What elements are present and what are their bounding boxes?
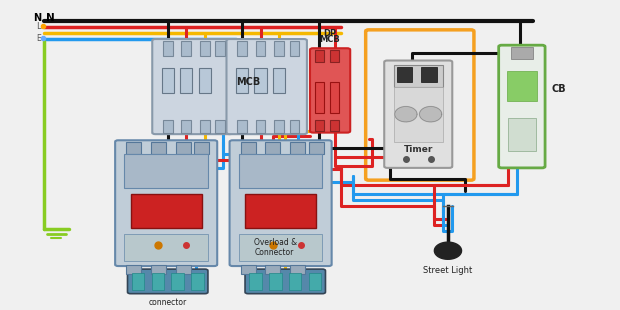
- Bar: [241, 142, 255, 154]
- Bar: [163, 41, 172, 56]
- Bar: [265, 264, 280, 274]
- Bar: [290, 264, 305, 274]
- Text: CB: CB: [551, 84, 566, 94]
- Bar: [289, 273, 301, 290]
- Bar: [249, 273, 262, 290]
- Bar: [397, 67, 412, 82]
- Bar: [132, 273, 144, 290]
- Bar: [273, 68, 285, 93]
- Bar: [394, 86, 443, 142]
- Bar: [151, 142, 166, 154]
- Bar: [274, 41, 284, 56]
- Text: DP: DP: [324, 29, 337, 38]
- FancyBboxPatch shape: [229, 140, 332, 266]
- Bar: [330, 82, 339, 113]
- Bar: [200, 120, 210, 133]
- Text: Street Light: Street Light: [423, 266, 472, 275]
- Bar: [265, 142, 280, 154]
- Text: MCB: MCB: [320, 35, 340, 44]
- Bar: [422, 67, 437, 82]
- Text: Timer: Timer: [404, 145, 433, 154]
- Bar: [274, 120, 284, 133]
- Bar: [255, 120, 265, 133]
- Bar: [309, 142, 324, 154]
- Bar: [315, 50, 324, 62]
- Text: N: N: [46, 13, 55, 23]
- Bar: [200, 41, 210, 56]
- Bar: [290, 41, 299, 56]
- Bar: [131, 194, 202, 228]
- Bar: [237, 120, 247, 133]
- FancyBboxPatch shape: [245, 269, 326, 294]
- Bar: [330, 120, 339, 131]
- Bar: [180, 68, 192, 93]
- Text: MCB: MCB: [236, 77, 260, 87]
- Bar: [309, 273, 321, 290]
- Bar: [181, 120, 191, 133]
- Text: Overload &
Connector: Overload & Connector: [254, 238, 298, 257]
- Bar: [290, 120, 299, 133]
- Bar: [394, 65, 443, 86]
- Bar: [175, 264, 190, 274]
- Bar: [125, 154, 208, 188]
- Polygon shape: [395, 107, 417, 122]
- Bar: [239, 154, 322, 188]
- FancyBboxPatch shape: [115, 140, 217, 266]
- Bar: [239, 234, 322, 261]
- Bar: [172, 273, 184, 290]
- Bar: [151, 264, 166, 274]
- Bar: [215, 120, 225, 133]
- Text: N: N: [33, 13, 41, 23]
- Bar: [181, 41, 191, 56]
- FancyBboxPatch shape: [226, 39, 307, 134]
- Bar: [507, 71, 537, 100]
- FancyBboxPatch shape: [128, 269, 208, 294]
- Bar: [162, 68, 174, 93]
- Bar: [126, 264, 141, 274]
- Bar: [163, 120, 172, 133]
- FancyBboxPatch shape: [310, 48, 350, 133]
- Bar: [198, 68, 211, 93]
- Text: E: E: [36, 33, 41, 42]
- Polygon shape: [420, 107, 442, 122]
- Bar: [236, 68, 248, 93]
- FancyBboxPatch shape: [384, 60, 452, 168]
- Bar: [191, 273, 203, 290]
- Polygon shape: [435, 242, 461, 259]
- Bar: [125, 234, 208, 261]
- Bar: [126, 142, 141, 154]
- Text: L: L: [37, 22, 41, 31]
- Bar: [245, 194, 316, 228]
- Bar: [511, 47, 533, 59]
- FancyBboxPatch shape: [153, 39, 232, 134]
- Bar: [254, 68, 267, 93]
- Bar: [152, 273, 164, 290]
- Bar: [315, 82, 324, 113]
- Bar: [175, 142, 190, 154]
- FancyBboxPatch shape: [498, 45, 545, 168]
- Text: connector: connector: [149, 298, 187, 307]
- Bar: [508, 117, 536, 151]
- Bar: [241, 264, 255, 274]
- Bar: [255, 41, 265, 56]
- Bar: [194, 142, 209, 154]
- Bar: [269, 273, 281, 290]
- Bar: [215, 41, 225, 56]
- Bar: [330, 50, 339, 62]
- Bar: [315, 120, 324, 131]
- Bar: [237, 41, 247, 56]
- Bar: [290, 142, 305, 154]
